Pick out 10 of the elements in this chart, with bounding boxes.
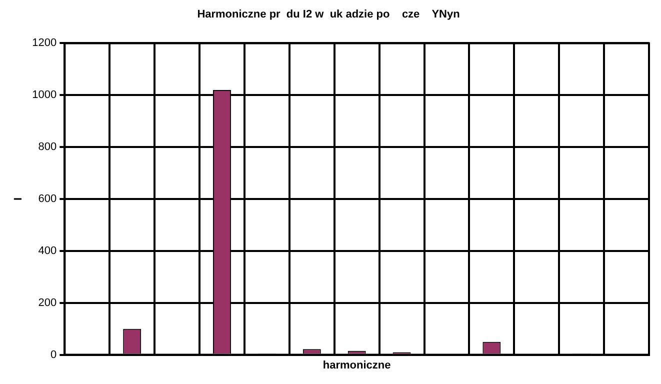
y-tick-label: 400 bbox=[38, 244, 57, 257]
y-tick-label: 0 bbox=[50, 348, 57, 361]
y-tick-label: 800 bbox=[38, 141, 57, 154]
chart-title: Harmoniczne pr du I2 w uk adzie po cze YNyn bbox=[197, 8, 460, 21]
y-tick-label: 1000 bbox=[32, 89, 57, 102]
y-axis-title: I bbox=[12, 197, 25, 201]
x-axis-title: harmoniczne bbox=[322, 359, 391, 372]
y-tick-label: 600 bbox=[38, 193, 57, 206]
y-tick-label: 1200 bbox=[32, 37, 57, 50]
y-tick-label: 200 bbox=[38, 296, 57, 309]
